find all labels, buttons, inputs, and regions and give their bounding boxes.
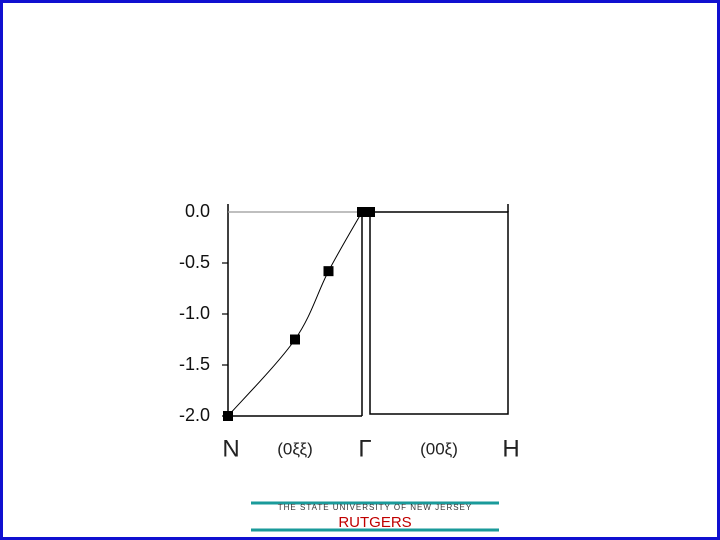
y-tick-label: -0.5 bbox=[179, 252, 210, 272]
y-tick-label: -1.5 bbox=[179, 354, 210, 374]
y-tick-label: -1.0 bbox=[179, 303, 210, 323]
chart: THE STATE UNIVERSITY OF NEW JERSEY RUTGE… bbox=[179, 201, 520, 532]
fit-curve bbox=[227, 211, 363, 417]
data-point bbox=[290, 334, 300, 345]
x-tick-label: Γ bbox=[358, 435, 371, 462]
y-tick-label: -2.0 bbox=[179, 405, 210, 425]
x-tick-label: (00ξ) bbox=[420, 439, 458, 458]
y-tick-label: 0.0 bbox=[185, 201, 210, 221]
footer-name: RUTGERS bbox=[338, 514, 411, 531]
x-tick-label: N bbox=[222, 435, 239, 462]
data-point bbox=[223, 411, 233, 421]
panel-frame bbox=[369, 211, 509, 415]
data-point bbox=[365, 207, 375, 217]
data-point bbox=[357, 207, 367, 217]
footer-university: THE STATE UNIVERSITY OF NEW JERSEY bbox=[278, 503, 472, 512]
x-tick-label: (0ξξ) bbox=[277, 439, 313, 458]
x-tick-label: H bbox=[502, 435, 519, 462]
data-point bbox=[323, 266, 334, 277]
